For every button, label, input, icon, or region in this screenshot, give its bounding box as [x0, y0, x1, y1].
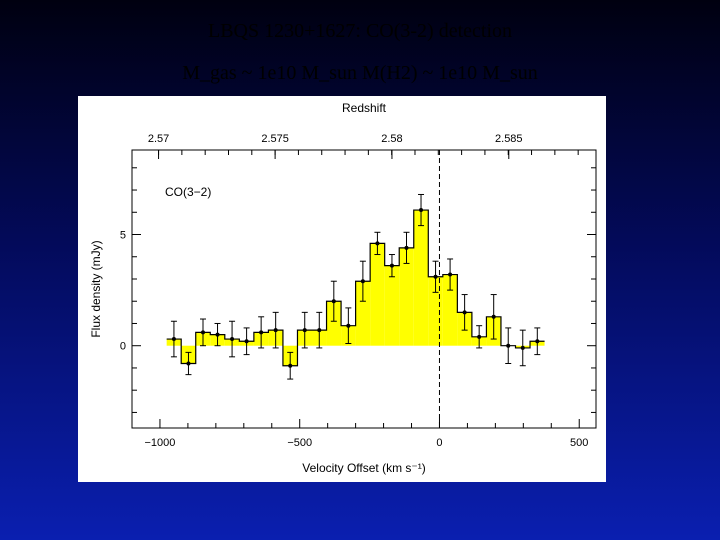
- bin-fill-17: [413, 210, 429, 346]
- data-point-20: [462, 310, 467, 315]
- slide-title-line-1: LBQS 1230+1627: CO(3-2) detection: [207, 20, 513, 42]
- data-point-8: [288, 363, 293, 368]
- data-point-19: [448, 272, 453, 277]
- top-tick-label: 2.585: [495, 133, 523, 145]
- data-point-9: [302, 328, 307, 333]
- data-point-13: [360, 279, 365, 284]
- histogram-fills: [166, 210, 545, 366]
- x-tick-label: −500: [287, 437, 312, 449]
- bin-fill-19: [442, 274, 458, 346]
- bin-fill-16: [399, 247, 414, 346]
- x-tick-label: 0: [436, 437, 442, 449]
- y-axis-label: Flux density (mJy): [89, 240, 103, 337]
- plot-frame: [131, 149, 597, 429]
- data-point-25: [535, 339, 540, 344]
- data-point-15: [389, 263, 394, 268]
- x-axis-label: Velocity Offset (km s⁻¹): [302, 461, 425, 475]
- bin-fill-15: [384, 265, 400, 346]
- data-point-1: [186, 361, 191, 366]
- bin-fill-11: [326, 301, 342, 346]
- data-point-10: [317, 328, 322, 333]
- data-point-21: [477, 334, 482, 339]
- data-point-6: [259, 330, 264, 335]
- data-point-17: [419, 208, 424, 213]
- axis-ticks: −1000 −500 0 500 2.57 2.575 2.58 2.585 0 5: [120, 133, 596, 449]
- data-point-3: [215, 332, 220, 337]
- data-point-18: [433, 274, 438, 279]
- histogram-outline: [166, 209, 545, 367]
- data-point-14: [375, 241, 380, 246]
- top-axis-label: Redshift: [342, 101, 387, 115]
- data-point-16: [404, 245, 409, 250]
- data-point-5: [244, 339, 249, 344]
- spectrum-figure: −1000 −500 0 500 2.57 2.575 2.58 2.585 0 5 Flux d…: [78, 96, 606, 482]
- data-point-4: [230, 337, 235, 342]
- data-point-0: [171, 337, 176, 342]
- error-bars: [170, 193, 541, 380]
- x-tick-label: −1000: [144, 437, 175, 449]
- top-tick-label: 2.57: [148, 133, 169, 145]
- bin-fill-14: [370, 243, 385, 346]
- data-point-23: [506, 343, 511, 348]
- histogram-steps: [166, 209, 545, 367]
- y-tick-label: 5: [120, 230, 126, 242]
- line-annotation: CO(3−2): [165, 185, 211, 199]
- data-point-24: [520, 345, 525, 350]
- data-point-11: [331, 299, 336, 304]
- data-point-12: [346, 323, 351, 328]
- bin-fill-13: [355, 281, 371, 346]
- top-tick-label: 2.58: [381, 133, 402, 145]
- data-point-22: [491, 314, 496, 319]
- y-tick-label: 0: [120, 341, 126, 353]
- data-point-2: [200, 330, 205, 335]
- data-point-7: [273, 328, 278, 333]
- x-tick-label: 500: [570, 437, 588, 449]
- top-tick-label: 2.575: [261, 133, 289, 145]
- slide-title-line-2: M_gas ~ 1e10 M_sun M(H2) ~ 1e10 M_sun: [182, 62, 538, 84]
- co-spectrum-chart: −1000 −500 0 500 2.57 2.575 2.58 2.585 0 5 Flux d…: [89, 101, 597, 475]
